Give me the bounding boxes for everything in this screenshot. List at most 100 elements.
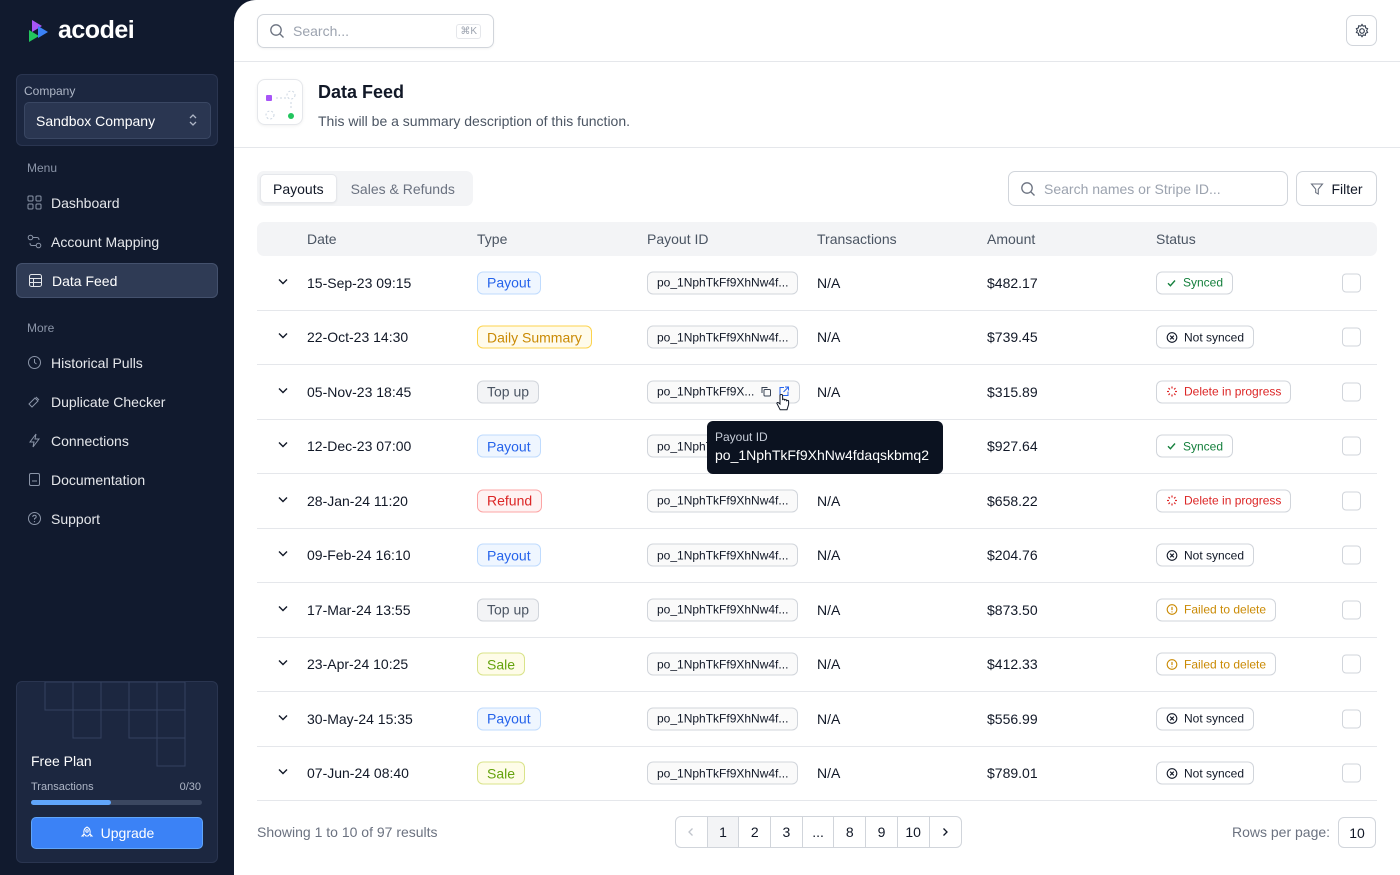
brand[interactable]: acodei <box>26 16 135 45</box>
table-row[interactable]: 30-May-24 15:35 Payout po_1NphTkFf9XhNw4f.… <box>257 692 1377 747</box>
table-row[interactable]: 09-Feb-24 16:10 Payout po_1NphTkFf9XhNw4f.… <box>257 529 1377 583</box>
pagination-prev-button[interactable] <box>676 817 708 847</box>
alert-circle-icon <box>1166 658 1178 670</box>
row-payout-id[interactable]: po_1NphTkFf9XhNw4f... <box>647 707 799 731</box>
row-transactions: N/A <box>817 765 841 782</box>
row-checkbox[interactable] <box>1342 436 1361 456</box>
row-type-badge: Payout <box>477 543 541 567</box>
expand-row-button[interactable] <box>276 329 290 346</box>
row-checkbox[interactable] <box>1342 763 1361 783</box>
row-status-label: Not synced <box>1184 711 1245 726</box>
check-icon <box>1167 279 1176 287</box>
sidebar-item-label: Documentation <box>51 471 146 488</box>
column-header-transactions[interactable]: Transactions <box>817 231 897 247</box>
table-row[interactable]: 07-Jun-24 08:40 Sale po_1NphTkFf9XhNw4f...… <box>257 747 1377 801</box>
column-header-amount[interactable]: Amount <box>987 231 1036 247</box>
table-row[interactable]: 05-Nov-23 18:45 Top up po_1NphTkFf9X... N/A… <box>257 365 1377 420</box>
row-payout-id[interactable]: po_1NphTkFf9XhNw4f... <box>647 761 799 785</box>
sidebar-item-connections[interactable]: Connections <box>16 423 218 458</box>
tab-sales-refunds[interactable]: Sales & Refunds <box>350 180 455 197</box>
rows-per-page-select[interactable]: 10 <box>1338 817 1376 848</box>
row-payout-id[interactable]: po_1NphTkFf9XhNw4f... <box>647 325 799 349</box>
row-checkbox[interactable] <box>1342 545 1361 565</box>
sidebar-item-historical-pulls[interactable]: Historical Pulls <box>16 345 218 380</box>
pagination-page-button[interactable]: 2 <box>739 817 772 847</box>
row-transactions: N/A <box>817 329 841 346</box>
row-status-badge: Not synced <box>1156 761 1255 785</box>
sidebar-item-documentation[interactable]: Documentation <box>16 462 218 497</box>
sidebar-item-dashboard[interactable]: Dashboard <box>16 185 218 220</box>
row-transactions: N/A <box>817 601 841 618</box>
row-transactions: N/A <box>817 710 841 727</box>
column-header-type[interactable]: Type <box>477 231 508 247</box>
expand-row-button[interactable] <box>276 601 290 618</box>
expand-row-button[interactable] <box>276 710 290 727</box>
sidebar-item-account-mapping[interactable]: Account Mapping <box>16 224 218 259</box>
sidebar-item-duplicate-checker[interactable]: Duplicate Checker <box>16 384 218 419</box>
row-checkbox[interactable] <box>1342 600 1361 620</box>
global-search-input[interactable]: Search... ⌘K <box>257 14 494 48</box>
row-date: 17-Mar-24 13:55 <box>307 601 411 618</box>
x-circle-icon <box>1166 767 1178 779</box>
table-search-input[interactable]: Search names or Stripe ID... <box>1008 171 1288 206</box>
pagination-page-button[interactable]: 1 <box>707 817 740 847</box>
row-payout-id[interactable]: po_1NphTkFf9XhNw4f... <box>647 652 799 676</box>
row-status-badge: Delete in progress <box>1156 380 1292 404</box>
row-checkbox[interactable] <box>1342 491 1361 511</box>
row-checkbox[interactable] <box>1342 654 1361 674</box>
table-header: Date Type Payout ID Transactions Amount … <box>257 222 1377 256</box>
expand-row-button[interactable] <box>276 274 290 291</box>
row-date: 28-Jan-24 11:20 <box>307 492 408 509</box>
pagination-page-button[interactable]: 8 <box>834 817 867 847</box>
row-transactions: N/A <box>817 547 841 564</box>
row-payout-id[interactable]: po_1NphTkFf9XhNw4f... <box>647 271 799 295</box>
row-payout-id[interactable]: po_1NphTkFf9XhNw4f... <box>647 543 799 567</box>
row-payout-id[interactable]: po_1NphTkFf9XhNw4f... <box>647 598 799 622</box>
gear-icon <box>1355 23 1368 38</box>
table-row[interactable]: 22-Oct-23 14:30 Daily Summary po_1NphTkFf9… <box>257 311 1377 365</box>
expand-row-button[interactable] <box>276 547 290 564</box>
table-row[interactable]: 15-Sep-23 09:15 Payout po_1NphTkFf9XhNw4f.… <box>257 256 1377 311</box>
sidebar: acodei Company Sandbox Company Menu Dash… <box>0 0 240 875</box>
row-payout-id[interactable]: po_1NphTkFf9XhNw4f... <box>647 489 799 513</box>
row-checkbox[interactable] <box>1342 709 1361 729</box>
expand-row-button[interactable] <box>276 438 290 455</box>
x-circle-icon <box>1166 549 1178 561</box>
row-payout-id[interactable]: po_1NphTkFf9X... <box>647 380 801 404</box>
row-date: 05-Nov-23 18:45 <box>307 383 412 400</box>
table-row[interactable]: 23-Apr-24 10:25 Sale po_1NphTkFf9XhNw4f...… <box>257 638 1377 692</box>
updown-chevron-icon <box>189 114 197 126</box>
row-checkbox[interactable] <box>1342 273 1361 293</box>
expand-row-button[interactable] <box>276 383 290 400</box>
filter-button[interactable]: Filter <box>1296 171 1377 206</box>
sidebar-item-data-feed[interactable]: Data Feed <box>16 263 218 298</box>
upgrade-button[interactable]: Upgrade <box>31 817 203 849</box>
settings-button[interactable] <box>1346 15 1377 46</box>
pagination-page-button[interactable]: 9 <box>866 817 898 847</box>
row-amount: $873.50 <box>987 601 1038 618</box>
chevron-down-icon <box>278 660 288 666</box>
copy-icon <box>761 387 772 397</box>
tab-payouts[interactable]: Payouts <box>260 174 337 203</box>
expand-row-button[interactable] <box>276 656 290 673</box>
row-checkbox[interactable] <box>1342 327 1361 347</box>
column-header-payout-id[interactable]: Payout ID <box>647 231 709 247</box>
column-header-status[interactable]: Status <box>1156 231 1196 247</box>
sidebar-item-support[interactable]: Support <box>16 501 218 536</box>
table-row[interactable]: 17-Mar-24 13:55 Top up po_1NphTkFf9XhNw4f.… <box>257 583 1377 638</box>
pagination-page-button[interactable]: 10 <box>898 817 930 847</box>
row-type-badge: Top up <box>477 380 540 404</box>
table-row[interactable]: 28-Jan-24 11:20 Refund po_1NphTkFf9XhNw4f.… <box>257 474 1377 529</box>
alert-circle-icon <box>1166 604 1178 616</box>
row-status-badge: Delete in progress <box>1156 489 1292 513</box>
company-select[interactable]: Sandbox Company <box>24 102 211 139</box>
company-switcher: Company Sandbox Company <box>16 74 218 146</box>
row-status-label: Delete in progress <box>1184 384 1282 399</box>
pagination-next-button[interactable] <box>930 817 962 847</box>
expand-row-button[interactable] <box>276 765 290 782</box>
expand-row-button[interactable] <box>276 492 290 509</box>
account-mapping-icon <box>27 234 42 249</box>
row-checkbox[interactable] <box>1342 382 1361 402</box>
pagination-page-button[interactable]: 3 <box>771 817 803 847</box>
column-header-date[interactable]: Date <box>307 231 337 247</box>
